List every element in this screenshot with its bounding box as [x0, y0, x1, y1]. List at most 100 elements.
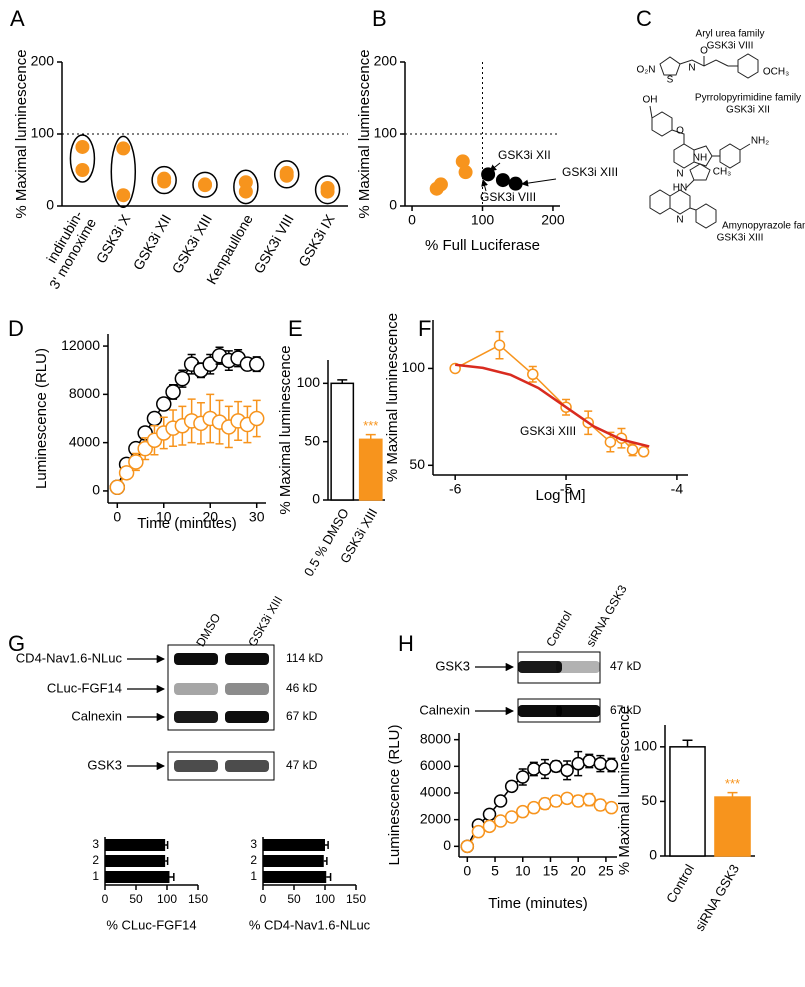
- y-tick-label: 50: [641, 792, 657, 808]
- blot-band: [225, 683, 269, 695]
- annotation: GSK3i XII: [498, 148, 551, 162]
- blot-row-label: Calnexin: [419, 702, 470, 717]
- point: [493, 814, 508, 828]
- point: [75, 163, 90, 177]
- atom-label: O: [676, 126, 684, 137]
- panel-label: C: [636, 6, 652, 31]
- x-tick-label: 0: [408, 212, 416, 228]
- blot-row-label: GSK3: [87, 757, 122, 772]
- x-tick-label: Control: [663, 862, 697, 906]
- point: [128, 454, 144, 470]
- atom-label: N: [676, 169, 683, 180]
- point: [504, 810, 519, 824]
- x-tick-label: 25: [598, 863, 614, 879]
- y-tick-label: 12000: [61, 337, 100, 353]
- point: [455, 154, 470, 169]
- point: [320, 184, 335, 199]
- point: [560, 791, 574, 806]
- blot-size-label: 47 kD: [286, 758, 318, 772]
- blot-band: [174, 683, 218, 695]
- significance-label: ***: [725, 776, 740, 791]
- x-tick-label: 20: [202, 509, 218, 525]
- group-outline: [314, 175, 341, 205]
- compound-name: GSK3i XIII: [717, 233, 764, 244]
- lane-label: siRNA GSK3: [583, 582, 630, 649]
- error-bar: [165, 841, 169, 849]
- x-axis-label: Time (minutes): [137, 515, 236, 532]
- atom-label: OCH₃: [763, 67, 789, 78]
- x-tick-label: 0: [113, 509, 121, 525]
- point: [516, 770, 530, 784]
- x-tick-label: 10: [156, 509, 172, 525]
- x-tick-label: 15: [543, 863, 559, 879]
- x-tick-label-line: GSK3i X: [92, 211, 133, 266]
- point: [604, 758, 619, 772]
- benzo-ring: [649, 189, 671, 215]
- x-tick-label: GSK3i IX: [295, 211, 338, 269]
- point: [279, 168, 294, 183]
- pyrimidine-ring: [673, 143, 695, 169]
- x-tick-label: 100: [157, 892, 177, 906]
- pyrazole-ring: [689, 163, 711, 181]
- blot-size-label: 67 kD: [610, 703, 642, 717]
- bar: [263, 839, 325, 851]
- family-name: Amynopyrazole family: [722, 221, 805, 232]
- error-bar: [323, 857, 328, 865]
- x-axis-label: Log [M]: [535, 487, 585, 504]
- point: [560, 763, 574, 778]
- error-bar: [169, 873, 175, 881]
- error-bar: [365, 433, 376, 440]
- blot-band: [518, 661, 562, 673]
- blot-band: [518, 705, 562, 717]
- y-tick-label: 2: [250, 853, 257, 867]
- point: [458, 165, 473, 180]
- atom-label: S: [667, 75, 674, 86]
- point: [516, 804, 530, 819]
- x-tick-label: 0: [102, 892, 109, 906]
- point: [471, 824, 486, 839]
- y-tick-label: 200: [374, 53, 398, 69]
- error-bar: [326, 873, 332, 881]
- atom-label: NH₂: [751, 136, 769, 147]
- x-axis-label: % Full Luciferase: [425, 237, 540, 254]
- blot-band: [556, 705, 600, 717]
- point: [626, 444, 639, 456]
- y-tick-label: 50: [409, 456, 425, 472]
- point: [571, 756, 585, 771]
- y-tick-label: 8000: [420, 730, 451, 746]
- significance-label: ***: [363, 418, 378, 433]
- point: [248, 356, 265, 372]
- x-axis-label: % CLuc-FGF14: [106, 917, 196, 932]
- x-tick-label-line: GSK3i XIII: [168, 211, 215, 276]
- point: [109, 479, 126, 496]
- atom-label: O₂N: [637, 65, 656, 76]
- point: [174, 370, 191, 387]
- y-tick-label: 100: [374, 125, 398, 141]
- point: [481, 167, 496, 182]
- point: [538, 762, 552, 776]
- x-tick-label: GSK3i VIII: [250, 211, 297, 276]
- bar: [263, 855, 324, 867]
- point: [146, 410, 163, 427]
- y-tick-label: 3: [250, 837, 257, 851]
- blot-band: [225, 760, 269, 772]
- x-tick-label: -4: [671, 481, 684, 497]
- panel-label: F: [418, 316, 431, 341]
- y-tick-label: 8000: [69, 385, 100, 401]
- series-line: [455, 363, 650, 448]
- y-tick-label: 0: [389, 197, 397, 213]
- x-tick-label: 5: [491, 863, 499, 879]
- point: [527, 762, 541, 776]
- x-axis-label: % CD4-Nav1.6-NLuc: [249, 917, 371, 932]
- x-tick-label: GSK3i X: [92, 211, 133, 266]
- annotation: GSK3i VIII: [480, 190, 536, 204]
- bar: [105, 855, 166, 867]
- panel-label: E: [288, 316, 303, 341]
- compound-name: GSK3i VIII: [707, 41, 754, 52]
- y-tick-label: 4000: [420, 784, 451, 800]
- atom-label: OH: [643, 95, 658, 106]
- x-tick-label: 100: [471, 212, 495, 228]
- aniline-ring: [719, 143, 741, 169]
- x-tick-label-line: GSK3i IX: [295, 211, 338, 269]
